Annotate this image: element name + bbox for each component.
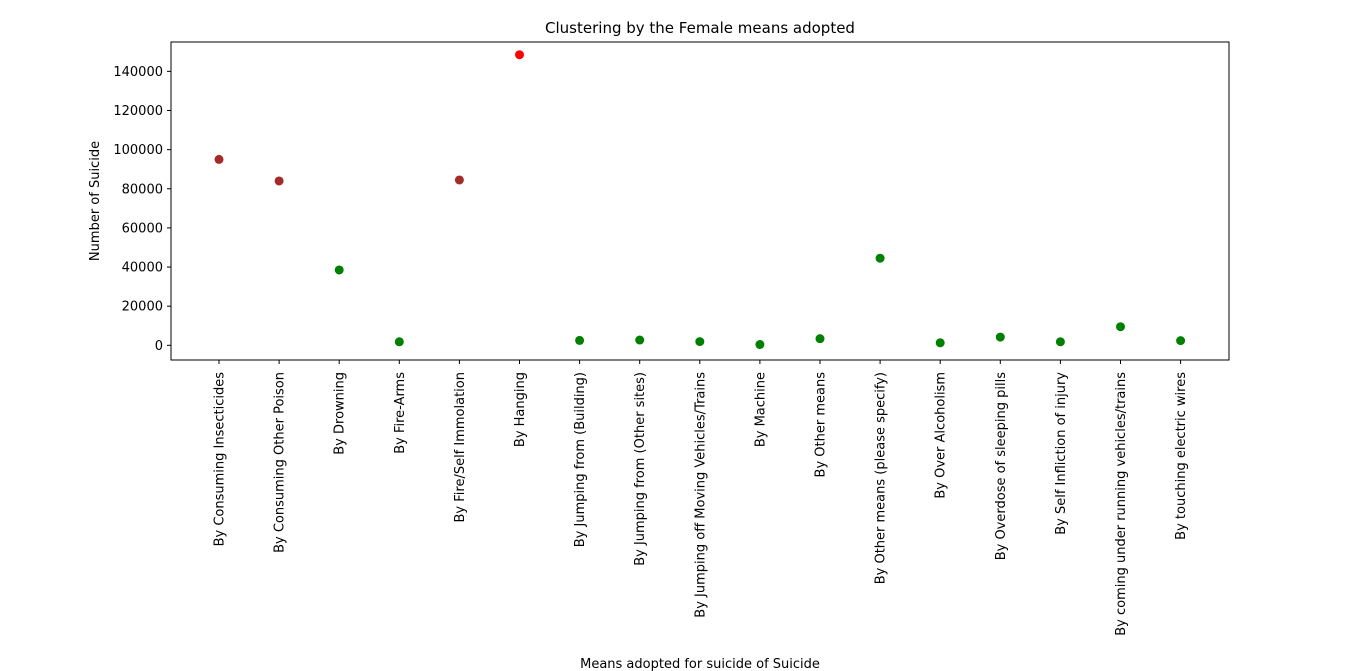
y-tick-label: 140000 (113, 65, 163, 80)
x-tick-label: By Other means (814, 372, 829, 478)
x-tick-label: By Over Alcoholism (934, 372, 949, 499)
data-points (214, 50, 1186, 350)
y-tick-label: 60000 (122, 221, 163, 236)
y-tick-label: 120000 (113, 104, 163, 119)
data-point (454, 175, 464, 185)
x-tick-label: By Jumping from (Other sites) (633, 372, 648, 566)
x-tick-label: By Overdose of sleeping pills (994, 372, 1009, 561)
y-tick-label: 40000 (122, 261, 163, 276)
x-tick-label: By Fire/Self Immolation (453, 372, 468, 523)
x-tick-label: By Jumping from (Building) (573, 372, 588, 547)
x-axis-label: Means adopted for suicide of Suicide (580, 657, 820, 671)
x-tick-label: By touching electric wires (1174, 372, 1189, 540)
x-tick-label: By Consuming Other Poison (273, 372, 288, 553)
y-axis: 0 20000 40000 60000 80000 100000 120000 140000 (113, 65, 171, 354)
x-tick-label: By Jumping off Moving Vehicles/Trains (693, 372, 708, 618)
y-tick-label: 80000 (122, 182, 163, 197)
chart-title: Clustering by the Female means adopted (545, 19, 855, 37)
data-point (515, 50, 524, 60)
y-tick-label: 0 (155, 339, 163, 354)
data-point (1116, 322, 1125, 332)
data-point (695, 337, 705, 347)
y-tick-label: 20000 (122, 300, 163, 315)
x-tick-label: By Machine (753, 372, 768, 447)
data-point (575, 335, 585, 345)
data-point (875, 253, 885, 263)
x-tick-label: By Hanging (513, 372, 528, 447)
data-point (935, 338, 945, 348)
data-point (995, 332, 1005, 342)
data-point (334, 265, 344, 275)
data-point (1176, 336, 1186, 346)
y-tick-label: 100000 (113, 143, 163, 158)
data-point (394, 337, 404, 347)
x-tick-label: By Other means (please specify) (874, 372, 889, 584)
data-point (815, 334, 825, 344)
x-tick-label: By Consuming Insecticides (213, 372, 228, 547)
x-tick-label: By Drowning (333, 372, 348, 455)
data-point (755, 340, 765, 350)
data-point (214, 154, 224, 164)
plot-area-frame (170, 41, 1230, 361)
x-tick-label: By Fire-Arms (393, 372, 408, 454)
x-tick-label: By coming under running vehicles/trains (1114, 372, 1129, 636)
data-point (1055, 337, 1065, 347)
x-tick-label: By Self Infliction of injury (1054, 372, 1069, 535)
y-axis-label: Number of Suicide (88, 141, 103, 261)
data-point (635, 335, 645, 345)
x-axis: By Consuming Insecticides By Consuming Ot… (213, 360, 1189, 636)
data-point (274, 176, 284, 186)
